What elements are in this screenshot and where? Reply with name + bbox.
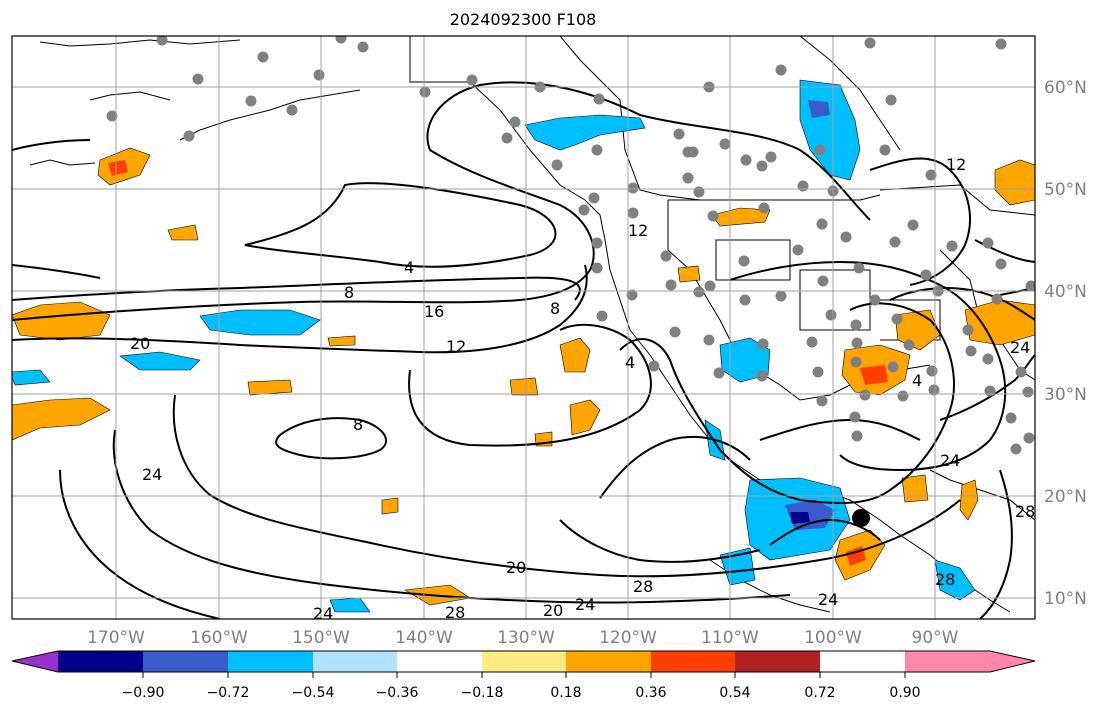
lon-tick-label: 120°W	[599, 628, 657, 648]
gridlines	[12, 36, 1035, 619]
contour-label: 12	[446, 337, 466, 356]
contour-label: 8	[353, 415, 363, 434]
positive-anomaly-shading	[12, 147, 1035, 606]
colorbar-tick-label: 0.18	[550, 685, 581, 701]
lon-tick-label: 160°W	[190, 628, 248, 648]
colorbar-segment	[313, 651, 397, 672]
storm-center-marker	[852, 509, 870, 527]
lon-tick-label: 140°W	[395, 628, 453, 648]
contour-label: 20	[543, 601, 563, 620]
contour-label: 8	[344, 283, 354, 302]
colorbar-segment	[397, 651, 482, 672]
contour-label: 4	[404, 258, 414, 277]
contour-label: 28	[935, 570, 955, 589]
contour-label: 8	[550, 299, 560, 318]
contour-label: 24	[940, 451, 960, 470]
contour-label: 24	[142, 465, 162, 484]
colorbar-outline	[11, 650, 1036, 673]
contour-label: 24	[313, 604, 333, 623]
contour-lines	[12, 81, 1035, 619]
contour-label: 20	[506, 558, 526, 577]
colorbar-tick-label: −0.72	[207, 685, 250, 701]
colorbar-tick-label: 0.90	[889, 685, 920, 701]
lon-tick-label: 170°W	[87, 628, 145, 648]
contour-label: 12	[628, 221, 648, 240]
colorbar-segment	[143, 651, 228, 672]
lat-tick-label: 20°N	[1044, 487, 1087, 507]
contour-label: 12	[946, 155, 966, 174]
colorbar-extend-high	[905, 651, 1035, 672]
map-frame	[11, 35, 1036, 620]
lat-tick-label: 30°N	[1044, 385, 1087, 405]
colorbar: −0.90 −0.72 −0.54 −0.36 −0.18 0.18 0.36 …	[11, 650, 1036, 701]
contour-label: 4	[912, 371, 922, 390]
lat-tick-label: 40°N	[1044, 282, 1087, 302]
colorbar-tick-label: −0.18	[461, 685, 504, 701]
colorbar-segment	[228, 651, 313, 672]
lat-tick-label: 60°N	[1044, 78, 1087, 98]
colorbar-segment	[735, 651, 820, 672]
colorbar-tick-label: −0.54	[292, 685, 335, 701]
colorbar-tick-label: 0.36	[635, 685, 666, 701]
contour-label: 24	[1010, 338, 1030, 357]
colorbar-segment	[58, 651, 143, 672]
colorbar-segment	[566, 651, 651, 672]
contour-label-group: 4 8 16 20 12 8 4 8 24 20 28 20 24 28 24 …	[130, 155, 1035, 623]
colorbar-tick-label: 0.54	[719, 685, 750, 701]
lon-tick-label: 90°W	[912, 628, 959, 648]
contour-label: 28	[445, 603, 465, 622]
colorbar-tick-label: 0.72	[804, 685, 835, 701]
contour-label: 4	[625, 353, 635, 372]
colorbar-segment	[651, 651, 735, 672]
lat-tick-label: 50°N	[1044, 180, 1087, 200]
figure-title: 2024092300 F108	[449, 10, 597, 29]
colorbar-extend-low	[12, 651, 58, 672]
lat-tick-label: 10°N	[1044, 589, 1087, 609]
lon-tick-label: 130°W	[497, 628, 555, 648]
contour-label: 28	[1015, 502, 1035, 521]
colorbar-segment	[482, 651, 566, 672]
contour-label: 28	[633, 577, 653, 596]
contour-label: 24	[818, 590, 838, 609]
station-markers	[106, 36, 1035, 455]
lon-tick-label: 100°W	[804, 628, 862, 648]
contour-label: 20	[130, 334, 150, 353]
colorbar-tick-label: −0.36	[376, 685, 419, 701]
contour-label: 16	[424, 302, 444, 321]
latitude-axis: 60°N 50°N 40°N 30°N 20°N 10°N	[1044, 78, 1087, 609]
map-background	[12, 36, 1035, 619]
colorbar-tick-label: −0.90	[122, 685, 165, 701]
lon-tick-label: 150°W	[292, 628, 350, 648]
contour-label: 24	[575, 595, 595, 614]
longitude-axis: 170°W 160°W 150°W 140°W 130°W 120°W 110°…	[87, 628, 959, 648]
lon-tick-label: 110°W	[701, 628, 759, 648]
